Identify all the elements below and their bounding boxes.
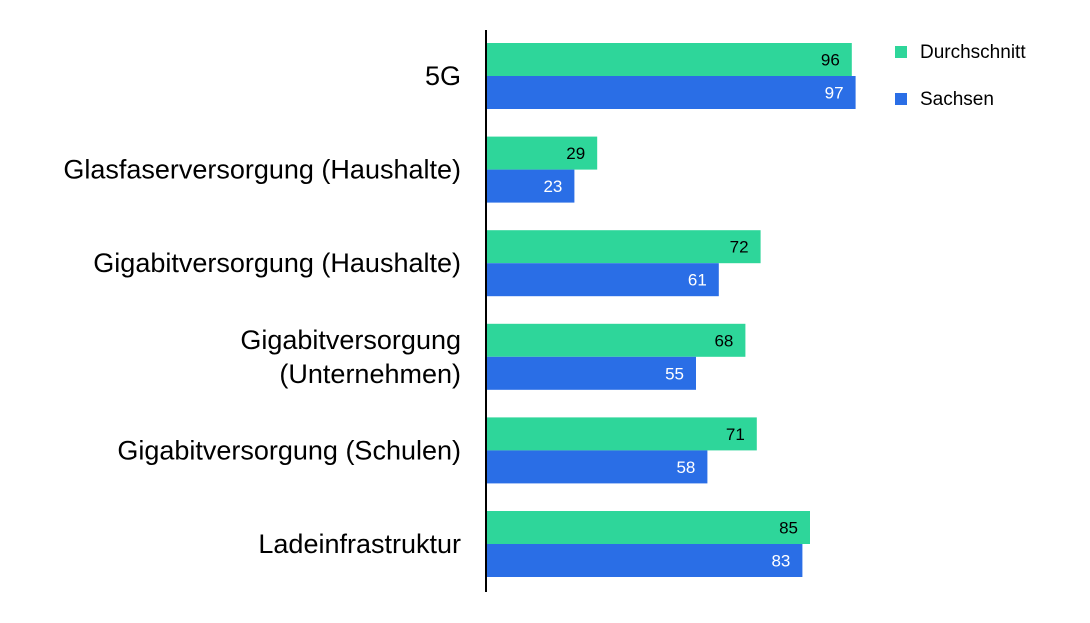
data-label-durchschnitt-5: 85 <box>779 519 798 538</box>
category-label-2: Gigabitversorgung (Haushalte) <box>93 248 461 278</box>
category-label-3-line-1: (Unternehmen) <box>279 359 461 389</box>
bar-durchschnitt-1 <box>487 136 598 170</box>
bar-sachsen-1 <box>487 169 575 203</box>
bar-sachsen-4 <box>487 450 708 484</box>
bar-durchschnitt-2 <box>487 230 761 264</box>
bar-durchschnitt-3 <box>487 323 746 357</box>
bar-durchschnitt-5 <box>487 511 810 544</box>
data-label-sachsen-4: 58 <box>676 458 695 477</box>
legend-label-sachsen: Sachsen <box>920 89 994 110</box>
legend-label-durchschnitt: Durchschnitt <box>920 42 1026 63</box>
data-label-sachsen-5: 83 <box>771 552 790 571</box>
category-label-0: 5G <box>425 61 461 91</box>
category-label-5: Ladeinfrastruktur <box>258 529 461 559</box>
bar-sachsen-0 <box>487 76 856 109</box>
bar-durchschnitt-4 <box>487 417 757 451</box>
legend-swatch-sachsen <box>895 93 907 105</box>
bar-sachsen-5 <box>487 544 803 577</box>
legend-swatch-durchschnitt <box>895 46 907 58</box>
data-label-sachsen-0: 97 <box>825 84 844 103</box>
category-label-4: Gigabitversorgung (Schulen) <box>117 435 461 465</box>
bar-durchschnitt-0 <box>487 43 852 76</box>
bar-sachsen-3 <box>487 356 696 390</box>
data-label-sachsen-1: 23 <box>543 177 562 196</box>
category-label-3-line-0: Gigabitversorgung <box>240 325 461 355</box>
category-labels: 5G Glasfaserversorgung (Haushalte) Gigabit… <box>63 61 461 559</box>
data-label-durchschnitt-4: 71 <box>726 425 745 444</box>
data-label-durchschnitt-2: 72 <box>730 238 749 257</box>
data-label-durchschnitt-1: 29 <box>566 144 585 163</box>
data-label-durchschnitt-3: 68 <box>714 331 733 350</box>
data-label-durchschnitt-0: 96 <box>821 51 840 70</box>
legend: Durchschnitt Sachsen <box>895 42 1026 110</box>
category-label-1: Glasfaserversorgung (Haushalte) <box>63 155 461 185</box>
data-label-sachsen-3: 55 <box>665 364 684 383</box>
bar-sachsen-2 <box>487 263 719 297</box>
data-label-sachsen-2: 61 <box>688 271 707 290</box>
